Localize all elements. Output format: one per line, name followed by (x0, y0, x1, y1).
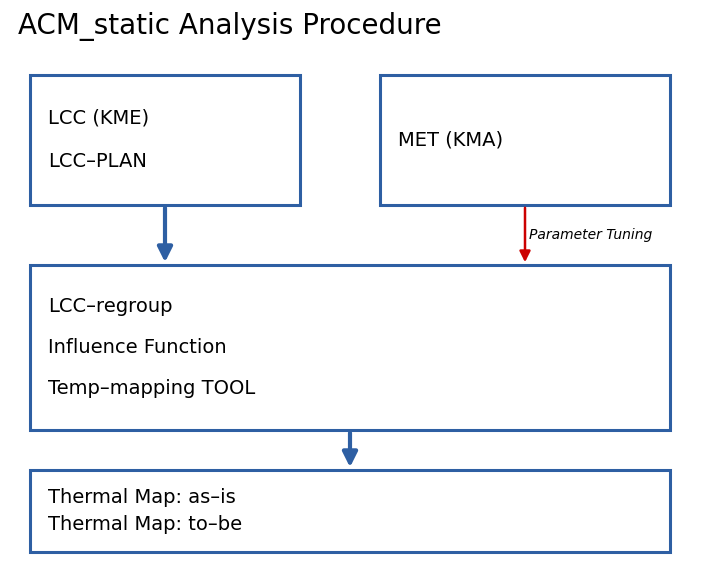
Text: Thermal Map: as–is: Thermal Map: as–is (48, 488, 236, 507)
Text: MET (KMA): MET (KMA) (398, 131, 503, 150)
Text: Thermal Map: to–be: Thermal Map: to–be (48, 515, 242, 534)
Text: Parameter Tuning: Parameter Tuning (529, 228, 652, 242)
Text: LCC–regroup: LCC–regroup (48, 297, 173, 316)
Bar (30, 75, 300, 205)
Text: Influence Function: Influence Function (48, 338, 227, 357)
Text: ACM_static Analysis Procedure: ACM_static Analysis Procedure (18, 12, 442, 41)
Text: Temp–mapping TOOL: Temp–mapping TOOL (48, 379, 256, 398)
Text: LCC–PLAN: LCC–PLAN (48, 152, 147, 171)
Bar (30, 265, 670, 430)
Bar (30, 470, 670, 552)
Text: LCC (KME): LCC (KME) (48, 109, 149, 128)
Bar (380, 75, 670, 205)
